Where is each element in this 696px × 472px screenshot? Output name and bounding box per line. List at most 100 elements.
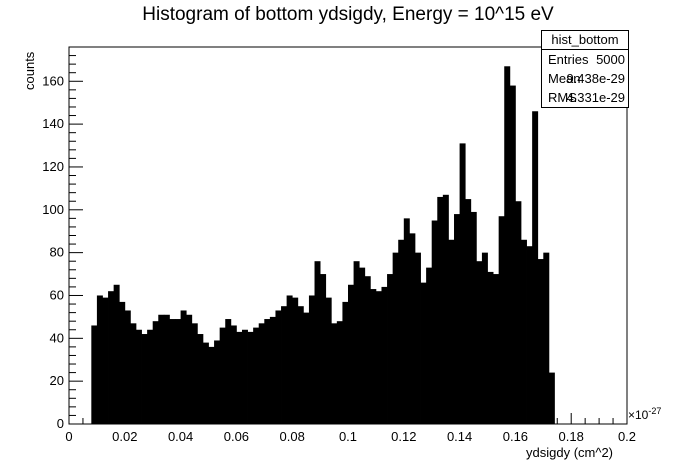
histogram-bar xyxy=(108,291,115,424)
histogram-bar xyxy=(403,218,410,424)
histogram-bar xyxy=(331,323,338,424)
histogram-bars xyxy=(91,66,555,425)
y-tick-label: 80 xyxy=(50,245,64,260)
histogram-bar xyxy=(470,211,477,424)
histogram-bar xyxy=(202,342,209,424)
stats-row-rms: RMS 4.331e-29 xyxy=(542,88,628,107)
histogram-bar xyxy=(197,334,204,424)
histogram-bar xyxy=(476,261,483,424)
x-tick-label: 0.2 xyxy=(618,429,636,444)
histogram-bar xyxy=(387,274,394,424)
histogram-bar xyxy=(230,325,237,424)
histogram-bar xyxy=(359,267,366,424)
histogram-bar xyxy=(481,252,488,424)
x-multiplier-exponent: -27 xyxy=(648,406,662,416)
histogram-bar xyxy=(253,327,260,424)
x-tick-label: 0.1 xyxy=(339,429,357,444)
histogram-bar xyxy=(102,297,109,424)
x-tick-label: 0.02 xyxy=(112,429,137,444)
histogram-bar xyxy=(526,246,533,424)
histogram-bar xyxy=(420,282,427,425)
histogram-bar xyxy=(431,220,438,424)
histogram-bar xyxy=(515,201,522,424)
histogram-bar xyxy=(398,239,405,424)
histogram-bar xyxy=(520,239,527,424)
histogram-bar xyxy=(353,261,360,424)
y-tick-label: 20 xyxy=(50,373,64,388)
y-tick-label: 60 xyxy=(50,287,64,302)
histogram-bar xyxy=(308,295,315,424)
histogram-bar xyxy=(158,314,165,424)
x-tick-label: 0.08 xyxy=(280,429,305,444)
x-axis-multiplier: ×10-27 xyxy=(628,406,661,422)
histogram-bar xyxy=(147,329,154,424)
x-tick-label: 0.18 xyxy=(559,429,584,444)
stats-box: hist_bottom Entries 5000 Mean 9.438e-29 … xyxy=(541,30,629,108)
histogram-bar xyxy=(286,295,293,424)
y-tick-label: 100 xyxy=(42,202,64,217)
histogram-bar xyxy=(297,306,304,424)
histogram-bar xyxy=(236,331,243,424)
histogram-bar xyxy=(191,323,198,424)
histogram-bar xyxy=(409,233,416,424)
histogram-bar xyxy=(180,310,187,424)
x-tick-label: 0.14 xyxy=(447,429,472,444)
histogram-bar xyxy=(135,329,142,424)
histogram-bar xyxy=(119,301,126,424)
y-tick-label: 120 xyxy=(42,159,64,174)
histogram-bar xyxy=(269,316,276,424)
stats-box-title: hist_bottom xyxy=(542,31,628,50)
x-tick-label: 0 xyxy=(65,429,72,444)
histogram-bar xyxy=(532,111,539,424)
histogram-bar xyxy=(543,252,550,424)
histogram-bar xyxy=(509,85,516,424)
stats-row-mean: Mean 9.438e-29 xyxy=(542,69,628,88)
y-tick-label: 140 xyxy=(42,116,64,131)
histogram-bar xyxy=(392,252,399,424)
y-axis-label: counts xyxy=(22,51,37,90)
stats-label: RMS xyxy=(548,90,577,105)
stats-value: 9.438e-29 xyxy=(566,71,625,86)
histogram-bar xyxy=(91,325,98,424)
histogram-bar xyxy=(208,346,215,424)
histogram-bar xyxy=(141,334,148,424)
histogram-bar xyxy=(381,286,388,424)
y-tick-label: 40 xyxy=(50,330,64,345)
axis-ticks: 0 0.02 0.04 0.06 0.08 0.1 0.12 0.14 0.16 0.18 0.2 0… xyxy=(42,46,636,444)
stats-value: 4.331e-29 xyxy=(566,90,625,105)
histogram-bar xyxy=(414,252,421,424)
histogram-bar xyxy=(292,297,299,424)
histogram-bar xyxy=(225,319,232,424)
histogram-bar xyxy=(498,216,505,424)
histogram-bar xyxy=(375,291,382,424)
x-axis-label: ydsigdy (cm^2) xyxy=(526,445,614,460)
x-tick-label: 0.16 xyxy=(503,429,528,444)
histogram-bar xyxy=(370,289,377,424)
histogram-bar xyxy=(325,297,332,424)
histogram-bar xyxy=(504,66,511,424)
histogram-bar xyxy=(275,310,282,424)
y-tick-label: 160 xyxy=(42,73,64,88)
histogram-bar xyxy=(219,327,226,424)
histogram-bar xyxy=(465,199,472,424)
chart-title: Histogram of bottom ydsigdy, Energy = 10… xyxy=(142,4,554,25)
histogram-bar xyxy=(364,276,371,424)
histogram-bar xyxy=(320,274,327,424)
histogram-bar xyxy=(247,331,254,424)
histogram-bar xyxy=(336,321,343,424)
stats-label: Mean xyxy=(548,71,581,86)
histogram-bar xyxy=(537,259,544,424)
histogram-bar xyxy=(152,321,159,424)
x-tick-label: 0.12 xyxy=(391,429,416,444)
histogram-bar xyxy=(169,319,176,424)
histogram-bar xyxy=(124,310,131,424)
histogram-bar xyxy=(186,314,193,424)
histogram-bar xyxy=(426,267,433,424)
x-multiplier-base: ×10 xyxy=(628,408,649,422)
histogram-bar xyxy=(258,323,265,424)
histogram-bar xyxy=(487,271,494,424)
x-tick-label: 0.04 xyxy=(168,429,193,444)
stats-row-entries: Entries 5000 xyxy=(542,50,628,69)
histogram-bar xyxy=(437,196,444,424)
